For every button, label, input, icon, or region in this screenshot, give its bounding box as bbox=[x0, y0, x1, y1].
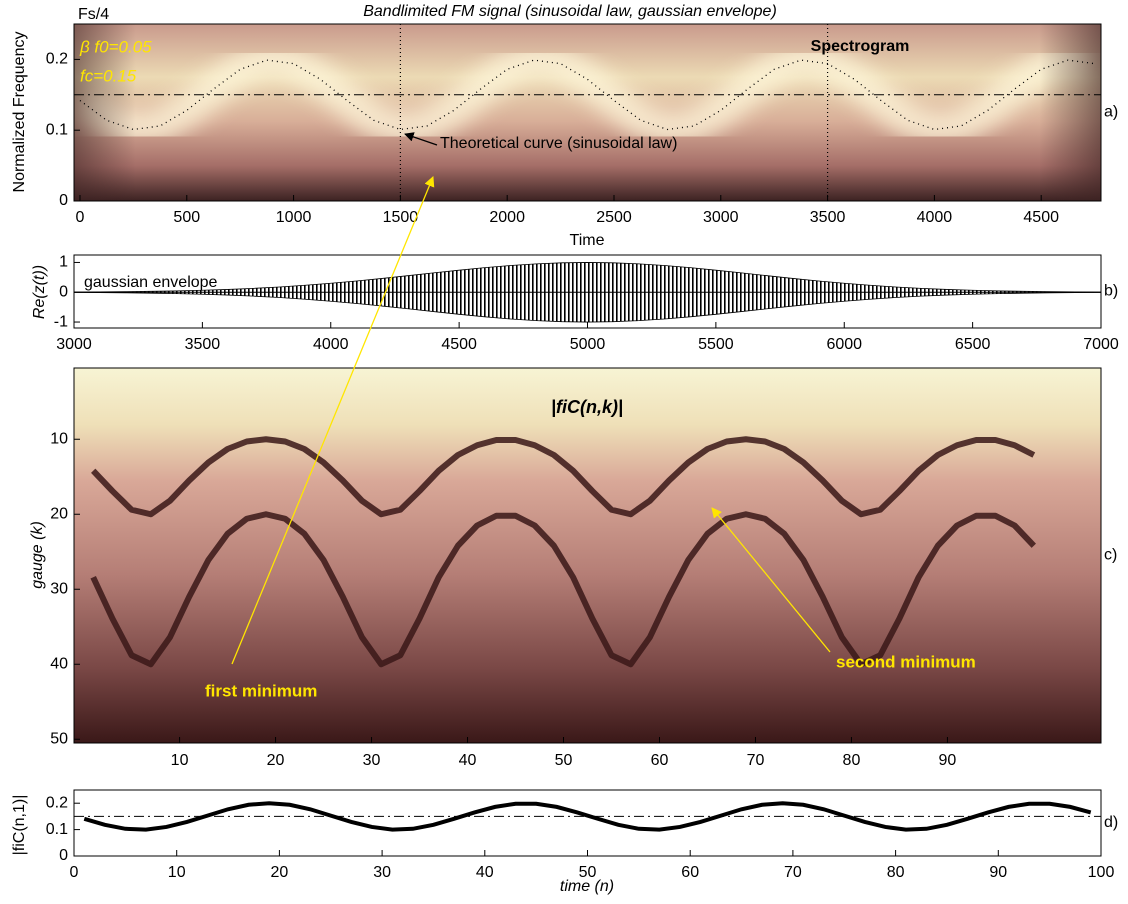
y-tick-label: 0.1 bbox=[46, 821, 68, 838]
y-tick-label: 40 bbox=[50, 655, 68, 672]
x-tick-label: 6500 bbox=[955, 336, 991, 353]
annotation: gaussian envelope bbox=[84, 274, 218, 291]
x-tick-label: 5500 bbox=[698, 336, 734, 353]
signal-envelope bbox=[74, 262, 1101, 323]
x-tick-label: 90 bbox=[989, 864, 1007, 881]
x-tick-label: 0 bbox=[76, 209, 85, 226]
y-tick-label: 0 bbox=[59, 192, 68, 209]
y-tick-label: 1 bbox=[59, 254, 68, 271]
x-tick-label: 4500 bbox=[441, 336, 477, 353]
x-tick-label: 100 bbox=[1088, 864, 1115, 881]
x-tick-label: 60 bbox=[651, 752, 669, 769]
x-tick-label: 4000 bbox=[917, 209, 953, 226]
panel: 3000 3500 4000 4500 5000 5500 6000 6500 7000 -1 0 1… bbox=[31, 254, 1119, 354]
y-tick-label: 30 bbox=[50, 580, 68, 597]
y-tick-label: 0 bbox=[59, 283, 68, 300]
annotation: fc=0.15 bbox=[80, 66, 137, 85]
x-tick-label: 1000 bbox=[276, 209, 312, 226]
x-tick-label: 80 bbox=[843, 752, 861, 769]
panel-label: b) bbox=[1104, 283, 1118, 300]
frequency-curve bbox=[83, 801, 1092, 832]
x-tick-label: 20 bbox=[267, 752, 285, 769]
x-tick-label: 0 bbox=[70, 864, 79, 881]
y-tick-label: 0 bbox=[59, 847, 68, 864]
x-tick-label: 3000 bbox=[703, 209, 739, 226]
annotation-arrow bbox=[404, 132, 438, 146]
annotation: Theoretical curve (sinusoidal law) bbox=[440, 135, 677, 152]
x-tick-label: 90 bbox=[939, 752, 957, 769]
panel: 10 20 30 40 50 60 70 80 90 10 20 30 40 50 c) |fiC(n,k)|… bbox=[29, 367, 1117, 769]
y-tick-label: Fs/4 bbox=[78, 6, 109, 23]
x-tick-label: 1500 bbox=[383, 209, 419, 226]
y-axis-label: Normalized Frequency bbox=[11, 32, 28, 193]
y-axis-label: Re(z(t)) bbox=[31, 265, 48, 319]
spectrogram-edges bbox=[74, 24, 1101, 201]
x-tick-label: 2000 bbox=[489, 209, 525, 226]
x-tick-label: 60 bbox=[681, 864, 699, 881]
chart-title: Bandlimited FM signal (sinusoidal law, g… bbox=[363, 3, 777, 20]
x-tick-label: 4500 bbox=[1023, 209, 1059, 226]
x-tick-label: 50 bbox=[555, 752, 573, 769]
panel-label: c) bbox=[1104, 547, 1117, 564]
x-tick-label: 80 bbox=[887, 864, 905, 881]
annotation-arrow bbox=[711, 507, 831, 653]
plots: 0 500 1000 1500 2000 2500 3000 3500 4000 450000.1… bbox=[11, 3, 1119, 895]
plot-area bbox=[74, 801, 1101, 832]
x-axis-label: time (n) bbox=[560, 878, 614, 895]
x-tick-label: 20 bbox=[271, 864, 289, 881]
annotation: first minimum bbox=[205, 681, 317, 700]
y-tick-label: 50 bbox=[50, 730, 68, 747]
x-tick-label: 10 bbox=[168, 864, 186, 881]
x-tick-label: 7000 bbox=[1083, 336, 1119, 353]
y-tick-label: 0.1 bbox=[46, 121, 68, 138]
y-tick-label: -1 bbox=[54, 313, 68, 330]
x-tick-label: 3500 bbox=[185, 336, 221, 353]
y-tick-label: 20 bbox=[50, 505, 68, 522]
plot-area bbox=[74, 368, 1101, 743]
panel-label: a) bbox=[1104, 104, 1118, 121]
x-tick-label: 2500 bbox=[596, 209, 632, 226]
panel-label: d) bbox=[1104, 814, 1118, 831]
y-tick-label: 0.2 bbox=[46, 51, 68, 68]
plot-area bbox=[74, 24, 1101, 201]
x-tick-label: 3500 bbox=[810, 209, 846, 226]
x-tick-label: 50 bbox=[579, 864, 597, 881]
x-tick-label: 5000 bbox=[570, 336, 606, 353]
y-tick-label: 0.2 bbox=[46, 794, 68, 811]
x-tick-label: 70 bbox=[747, 752, 765, 769]
y-tick-label: 10 bbox=[50, 430, 68, 447]
axes-frame bbox=[73, 367, 1102, 744]
x-tick-label: 6000 bbox=[826, 336, 862, 353]
minimum-curve bbox=[91, 436, 1036, 518]
plot-area bbox=[74, 262, 1101, 323]
x-tick-label: 70 bbox=[784, 864, 802, 881]
minimum-curve bbox=[90, 511, 1036, 668]
annotation: second minimum bbox=[836, 652, 976, 671]
x-tick-label: 500 bbox=[173, 209, 200, 226]
x-tick-label: 3000 bbox=[56, 336, 92, 353]
x-tick-label: 10 bbox=[171, 752, 189, 769]
x-axis-label: Time bbox=[570, 232, 605, 249]
axes-frame bbox=[73, 23, 1102, 202]
x-tick-label: 4000 bbox=[313, 336, 349, 353]
panel: 0 500 1000 1500 2000 2500 3000 3500 4000 4500 0 0.1… bbox=[11, 3, 1118, 249]
annotation: Spectrogram bbox=[811, 38, 910, 55]
x-tick-label: 40 bbox=[459, 752, 477, 769]
x-tick-label: 30 bbox=[363, 752, 381, 769]
y-axis-label: |fiC(n,1)| bbox=[11, 795, 28, 856]
chart-title: |fiC(n,k)| bbox=[551, 397, 623, 417]
annotation-arrow bbox=[231, 176, 435, 665]
x-tick-label: 40 bbox=[476, 864, 494, 881]
x-tick-label: 30 bbox=[373, 864, 391, 881]
y-axis-label: gauge (k) bbox=[29, 521, 46, 589]
panel: 0 10 20 30 40 50 60 70 80 90 100 0 0.1 0.2 d) time (n) |… bbox=[11, 789, 1118, 895]
annotation: β f0=0.05 bbox=[79, 37, 152, 56]
